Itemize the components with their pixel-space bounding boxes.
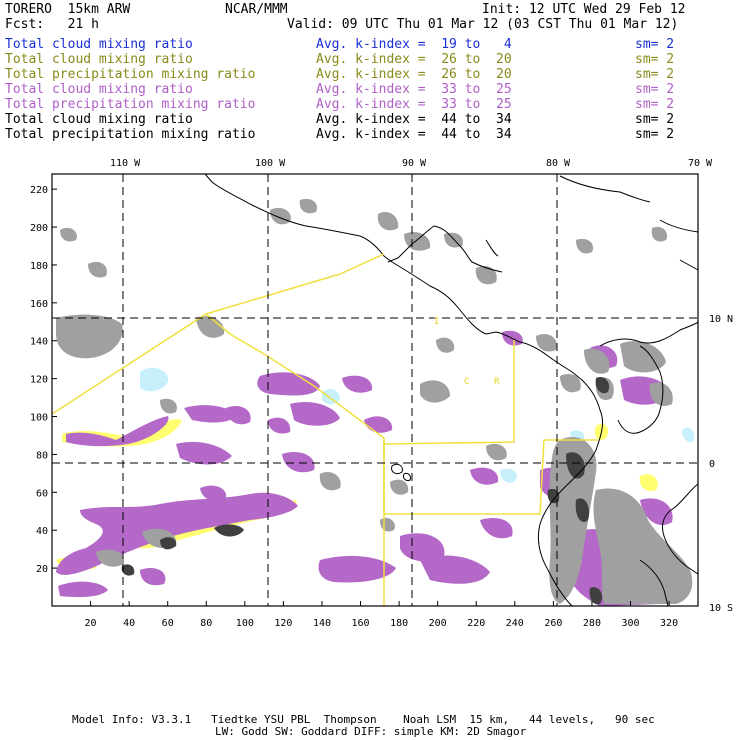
model-title: TORERO 15km ARW [5,2,131,17]
legend-sm: sm= 2 [635,127,675,142]
legend-kindex: Avg. k-index = 33 to 25 [316,97,512,112]
legend-field: Total cloud mixing ratio [5,37,193,52]
lat-lon-grid [52,174,698,606]
bottom-grid-label: 260 [544,618,562,629]
footer-model-info: Model Info: V3.3.1 Tiedtke YSU PBL Thomp… [72,713,655,726]
left-grid-label: 160 [30,299,48,310]
left-grid-label: 180 [30,261,48,272]
left-grid-label: 200 [30,223,48,234]
bottom-grid-label: 220 [467,618,485,629]
plot-frame [51,173,699,607]
valid-time: Valid: 09 UTC Thu 01 Mar 12 (03 CST Thu … [287,17,679,32]
dark-cloud-cores [121,376,610,605]
init-time: Init: 12 UTC Wed 29 Feb 12 [482,2,686,17]
legend-field: Total cloud mixing ratio [5,112,193,127]
left-grid-label: 220 [30,185,48,196]
legend-kindex: Avg. k-index = 26 to 20 [316,52,512,67]
left-grid-label: 120 [30,375,48,386]
domain-label-c: C [464,377,469,387]
bottom-grid-label: 60 [162,618,174,629]
legend-field: Total precipitation mixing ratio [5,67,256,82]
top-lon-label: 80 W [546,158,571,169]
legend-sm: sm= 2 [635,112,675,127]
bottom-grid-label: 180 [390,618,408,629]
top-lon-label: 70 W [688,158,713,169]
domain-label-r: R [494,377,500,387]
bottom-grid-label: 20 [85,618,97,629]
legend-sm: sm= 2 [635,67,675,82]
domain-label-i: I [434,317,439,327]
bottom-grid-label: 140 [313,618,331,629]
right-lat-label: 0 [709,459,715,470]
footer-physics-info: LW: Godd SW: Goddard DIFF: simple KM: 2D… [215,725,527,738]
bottom-grid-label: 100 [236,618,254,629]
left-grid-label: 80 [36,450,48,461]
bottom-grid-label: 300 [621,618,639,629]
legend-kindex: Avg. k-index = 44 to 34 [316,112,512,127]
bottom-grid-label: 120 [274,618,292,629]
left-grid-label: 40 [36,526,48,537]
bottom-grid-label: 240 [506,618,524,629]
bottom-grid-label: 280 [583,618,601,629]
coastlines [204,173,699,607]
legend-sm: sm= 2 [635,37,675,52]
legend-kindex: Avg. k-index = 44 to 34 [316,127,512,142]
right-lat-label: 10 N [709,314,733,325]
legend-sm: sm= 2 [635,97,675,112]
legend-field: Total precipitation mixing ratio [5,127,256,142]
axis-ticks [52,188,670,606]
nested-domain-boundaries [51,253,598,606]
legend-sm: sm= 2 [635,52,675,67]
light-blue-cloud-fields [140,367,695,483]
bottom-grid-label: 160 [352,618,370,629]
center-title: NCAR/MMM [225,2,288,17]
right-lat-label: 10 S [709,603,733,614]
gray-cloud-fields [56,198,693,604]
legend-kindex: Avg. k-index = 19 to 4 [316,37,512,52]
legend-field: Total precipitation mixing ratio [5,97,256,112]
left-grid-label: 100 [30,413,48,424]
left-grid-label: 20 [36,564,48,575]
legend-field: Total cloud mixing ratio [5,52,193,67]
bottom-grid-label: 80 [200,618,212,629]
top-lon-label: 90 W [402,158,427,169]
legend-field: Total cloud mixing ratio [5,82,193,97]
bottom-grid-label: 40 [123,618,135,629]
left-grid-label: 140 [30,337,48,348]
legend-sm: sm= 2 [635,82,675,97]
forecast-hour: Fcst: 21 h [5,17,99,32]
legend-kindex: Avg. k-index = 26 to 20 [316,67,512,82]
legend-kindex: Avg. k-index = 33 to 25 [316,82,512,97]
bottom-grid-label: 320 [660,618,678,629]
top-lon-label: 100 W [255,158,286,169]
top-lon-label: 110 W [110,158,141,169]
left-grid-label: 60 [36,488,48,499]
bottom-grid-label: 200 [429,618,447,629]
